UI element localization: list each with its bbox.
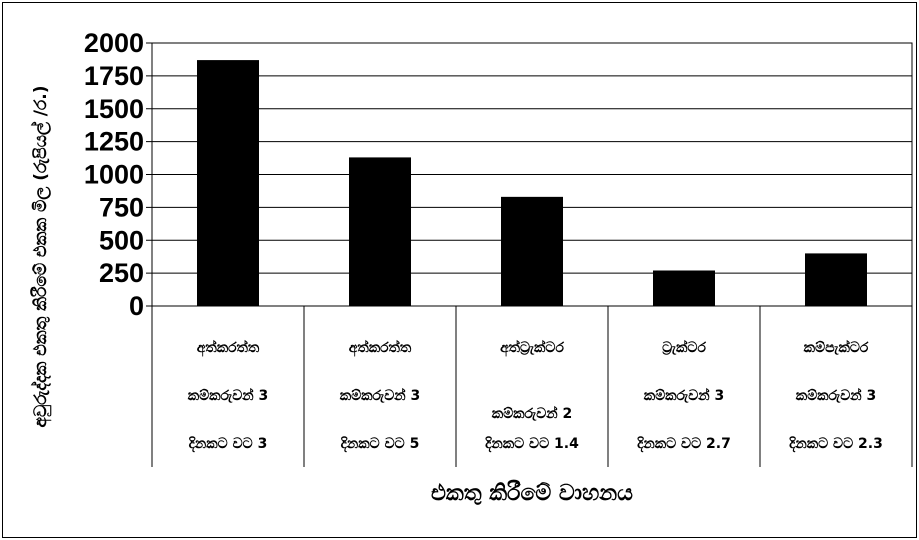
y-tick-label: 1250	[84, 127, 144, 157]
category-name: අත්ට්‍රැක්ටර	[500, 339, 564, 357]
y-tick-label: 1000	[84, 160, 144, 190]
category-trips: දිනකට වට 5	[341, 436, 420, 453]
category-workers: කම්කරුවන් 3	[188, 387, 269, 404]
y-tick-label: 750	[99, 192, 144, 222]
y-axis-title: අවුරුද්දක එකතු කිරීමේ එකක මිල (රුපියල් /…	[30, 85, 52, 427]
bar	[501, 196, 563, 306]
x-axis-title: එකතු කිරීමේ වාහනය	[431, 479, 633, 506]
category-name: අත්කරත්ත	[349, 339, 412, 357]
bars	[197, 60, 867, 306]
category-workers: කම්කරුවන් 2	[492, 405, 573, 422]
bar	[805, 253, 867, 306]
y-tick-label: 500	[99, 225, 144, 255]
y-tick-label: 2000	[84, 28, 144, 58]
bar	[653, 270, 715, 306]
category-workers: කම්කරුවන් 3	[796, 387, 877, 404]
bar	[349, 157, 411, 306]
category-trips: දිනකට වට 2.3	[789, 436, 883, 453]
category-trips: දිනකට වට 1.4	[485, 436, 579, 453]
y-tick-label: 250	[99, 258, 144, 288]
category-trips: දිනකට වට 3	[189, 436, 268, 453]
category-trips: දිනකට වට 2.7	[637, 436, 731, 453]
category-name: අත්කරත්ත	[197, 339, 260, 357]
plot-area-border	[151, 42, 913, 307]
category-workers: කම්කරුවන් 3	[340, 387, 421, 404]
category-workers: කම්කරුවන් 3	[644, 387, 725, 404]
category-name: කම්පැක්ටර	[804, 339, 869, 356]
category-labels: අත්කරත්ත කම්කරුවන් 3 දිනකට වට 3 අත්කරත්ත කම්…	[151, 306, 913, 467]
y-tick-label: 0	[129, 291, 144, 321]
bar	[197, 60, 259, 306]
category-name: ට්‍රැක්ටර	[662, 339, 706, 356]
y-tick-label: 1750	[84, 61, 144, 91]
y-tick-label: 1500	[84, 94, 144, 124]
